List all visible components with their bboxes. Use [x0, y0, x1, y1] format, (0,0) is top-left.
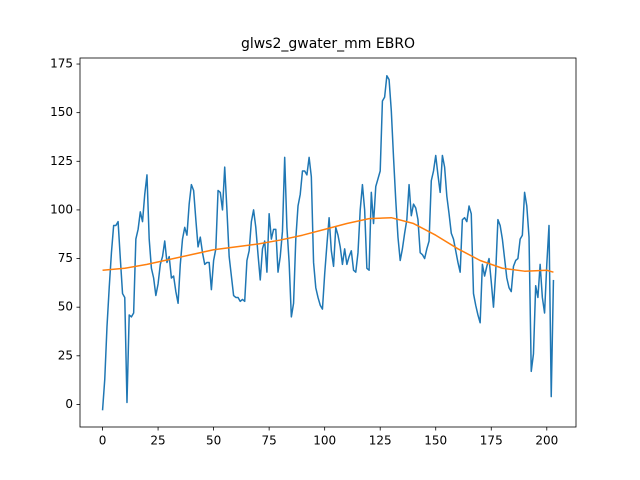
x-tick-label: 150 [424, 434, 447, 448]
y-tick-label: 125 [50, 154, 73, 168]
x-tick-label: 125 [369, 434, 392, 448]
data-line [102, 216, 554, 273]
chart-title: glws2_gwater_mm EBRO [241, 36, 415, 52]
x-tick-label: 100 [313, 434, 336, 448]
plot-frame [79, 57, 577, 428]
y-tick-label: 75 [58, 251, 73, 265]
y-tick-label: 175 [50, 57, 73, 71]
data-line [101, 74, 555, 411]
x-tick-label: 175 [480, 434, 503, 448]
y-tick-label: 0 [65, 397, 73, 411]
x-tick-label: 200 [535, 434, 558, 448]
x-tick-label: 0 [99, 434, 107, 448]
x-tick-label: 25 [150, 434, 165, 448]
x-tick-label: 50 [206, 434, 221, 448]
y-tick-label: 100 [50, 202, 73, 216]
y-tick-label: 25 [58, 348, 73, 362]
y-tick-label: 50 [58, 300, 73, 314]
y-tick-label: 150 [50, 105, 73, 119]
x-tick-label: 75 [261, 434, 276, 448]
